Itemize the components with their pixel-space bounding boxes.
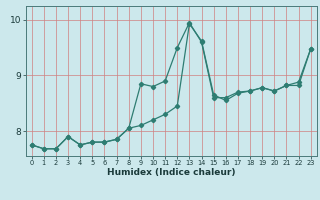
X-axis label: Humidex (Indice chaleur): Humidex (Indice chaleur) bbox=[107, 168, 236, 177]
